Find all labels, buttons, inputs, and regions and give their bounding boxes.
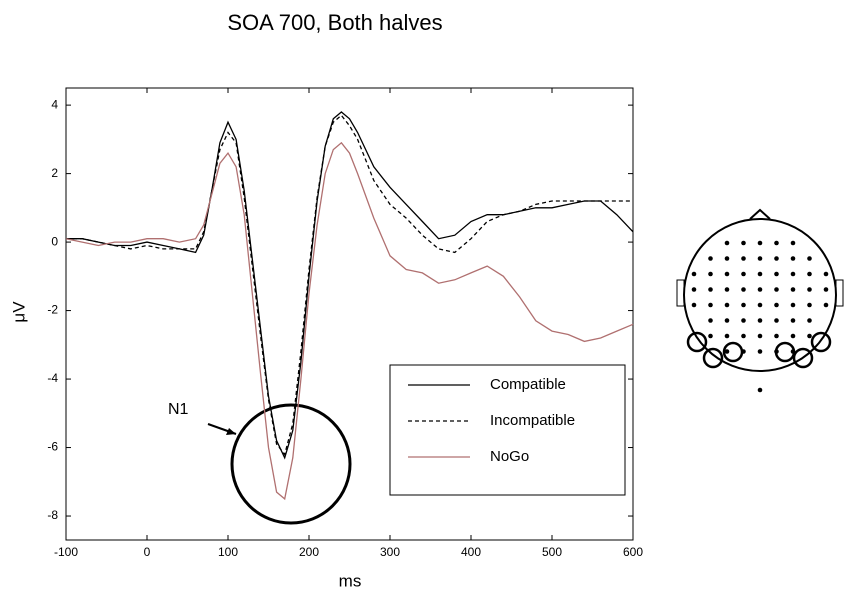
electrode — [790, 333, 796, 339]
electrode — [790, 271, 796, 277]
legend-label: Compatible — [490, 376, 566, 393]
y-tick-label: 2 — [51, 166, 58, 180]
electrode — [790, 287, 796, 292]
electrode — [724, 256, 730, 261]
series-line — [65, 141, 634, 501]
electrode — [757, 287, 763, 292]
electrode — [708, 302, 713, 308]
electrode — [774, 271, 779, 277]
electrode-highlight — [686, 331, 708, 353]
electrode — [790, 240, 796, 246]
y-tick-label: -8 — [47, 508, 58, 522]
electrode — [724, 318, 730, 323]
ear — [676, 279, 685, 307]
electrode — [724, 240, 730, 246]
annotation: N1 — [168, 401, 189, 418]
electrode — [757, 302, 763, 308]
electrode — [724, 302, 730, 308]
x-tick-label: 0 — [144, 545, 151, 559]
electrode-highlight — [774, 341, 796, 363]
electrode — [724, 287, 730, 292]
electrode — [774, 302, 779, 308]
electrode — [823, 271, 829, 277]
x-tick-label: 100 — [218, 545, 238, 559]
electrode — [708, 256, 713, 261]
electrode — [741, 240, 746, 246]
chart-title: SOA 700, Both halves — [227, 10, 442, 35]
y-axis-label: μV — [9, 301, 28, 323]
plot-frame — [65, 87, 634, 541]
y-tick-label: 4 — [51, 97, 58, 111]
electrode — [757, 349, 763, 354]
electrode — [807, 333, 812, 339]
electrode — [708, 271, 713, 277]
electrode — [741, 256, 746, 261]
arrow-head — [226, 428, 236, 435]
electrode — [774, 240, 779, 246]
highlight-circle — [230, 403, 352, 525]
x-tick-label: 500 — [542, 545, 562, 559]
electrode — [741, 271, 746, 277]
x-tick-label: 400 — [461, 545, 481, 559]
electrode-map — [676, 208, 844, 393]
electrode-highlight — [722, 341, 744, 363]
electrode — [757, 240, 763, 246]
electrode — [708, 287, 713, 292]
ear — [835, 279, 844, 307]
x-tick-label: 300 — [380, 545, 400, 559]
electrode — [724, 349, 730, 354]
nose — [749, 208, 771, 220]
legend-label: NoGo — [490, 448, 529, 465]
electrode — [757, 256, 763, 261]
electrode — [790, 302, 796, 308]
electrode — [823, 287, 829, 292]
electrode — [741, 287, 746, 292]
x-tick-label: 600 — [623, 545, 643, 559]
electrode — [691, 302, 697, 308]
electrode-highlight — [810, 331, 832, 353]
electrode — [823, 302, 829, 308]
y-tick-label: -4 — [47, 371, 58, 385]
electrode — [741, 302, 746, 308]
y-tick-label: 0 — [51, 234, 58, 248]
electrode — [691, 287, 697, 292]
electrode — [774, 256, 779, 261]
electrode — [807, 256, 812, 261]
electrode — [807, 302, 812, 308]
x-axis-label: ms — [339, 571, 362, 590]
electrode — [757, 271, 763, 277]
electrode — [790, 256, 796, 261]
electrode — [790, 318, 796, 323]
electrode — [708, 333, 713, 339]
series-line — [66, 114, 633, 456]
x-tick-label: 200 — [299, 545, 319, 559]
electrode — [708, 318, 713, 323]
electrode — [691, 271, 697, 277]
legend-label: Incompatible — [490, 412, 575, 429]
y-tick-label: -6 — [47, 440, 58, 454]
electrode-highlight — [792, 347, 814, 369]
electrode-highlight — [702, 347, 724, 369]
electrode — [757, 387, 763, 393]
legend-box — [389, 364, 626, 496]
electrode — [724, 271, 730, 277]
x-tick-label: -100 — [54, 545, 78, 559]
electrode — [807, 318, 812, 323]
electrode — [757, 318, 763, 323]
electrode — [741, 318, 746, 323]
electrode — [774, 287, 779, 292]
y-tick-label: -2 — [47, 303, 58, 317]
electrode — [724, 333, 730, 339]
electrode — [774, 333, 779, 339]
electrode — [757, 333, 763, 339]
electrode — [807, 271, 812, 277]
electrode — [741, 333, 746, 339]
electrode — [774, 318, 779, 323]
electrode — [807, 287, 812, 292]
